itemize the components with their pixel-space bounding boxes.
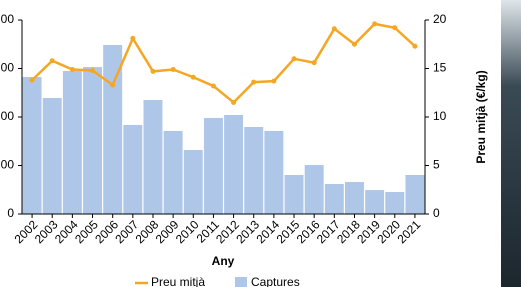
y-tick-label: 00 <box>1 109 15 123</box>
y2-tick-label: 10 <box>433 109 447 123</box>
bar <box>184 150 203 214</box>
y2-tick-label: 20 <box>433 12 447 26</box>
bar <box>224 115 243 214</box>
bar <box>43 98 62 214</box>
price-point <box>90 68 95 73</box>
price-point <box>150 69 155 74</box>
side-photo <box>501 0 521 287</box>
price-point <box>312 60 317 65</box>
price-point <box>251 80 256 85</box>
price-point <box>352 42 357 47</box>
price-point <box>412 44 417 49</box>
price-point <box>231 100 236 105</box>
y2-axis-label: Preu mitjà (€/kg) <box>474 70 488 163</box>
x-axis-label: Any <box>212 254 235 268</box>
y2-tick-label: 0 <box>433 206 440 220</box>
bar <box>83 67 102 214</box>
price-point <box>292 56 297 61</box>
price-point <box>130 36 135 41</box>
bar <box>325 184 344 214</box>
y-tick-label: 0 <box>7 206 14 220</box>
price-point <box>30 78 35 83</box>
bar <box>164 131 183 214</box>
price-point <box>70 67 75 72</box>
bar <box>264 131 283 214</box>
x-tick-label: 2021 <box>395 217 424 246</box>
price-point <box>271 79 276 84</box>
bar <box>285 175 304 214</box>
bar <box>123 125 142 214</box>
bar <box>63 71 82 214</box>
bar <box>405 175 424 214</box>
price-point <box>171 67 176 72</box>
price-point <box>211 83 216 88</box>
y-tick-label: 00 <box>1 12 15 26</box>
y-tick-label: 00 <box>1 158 15 172</box>
price-point <box>392 25 397 30</box>
y2-tick-label: 15 <box>433 61 447 75</box>
legend-label: Preu mitjà <box>151 275 205 287</box>
price-point <box>191 75 196 80</box>
legend-label: Captures <box>251 275 300 287</box>
y-tick-label: 00 <box>1 61 15 75</box>
price-point <box>50 58 55 63</box>
bar <box>385 192 404 214</box>
bar <box>305 165 324 214</box>
bar <box>144 100 163 214</box>
chart: Any Preu mitjà (€/kg) 000000000051015202… <box>0 0 521 287</box>
bar <box>345 182 364 214</box>
price-point <box>372 21 377 26</box>
page: Any Preu mitjà (€/kg) 000000000051015202… <box>0 0 521 287</box>
y2-tick-label: 5 <box>433 158 440 172</box>
legend-swatch <box>235 277 247 287</box>
price-point <box>332 26 337 31</box>
bar <box>204 118 223 214</box>
bar <box>244 127 263 214</box>
price-point <box>110 82 115 87</box>
bar <box>23 77 42 214</box>
bar <box>365 190 384 214</box>
